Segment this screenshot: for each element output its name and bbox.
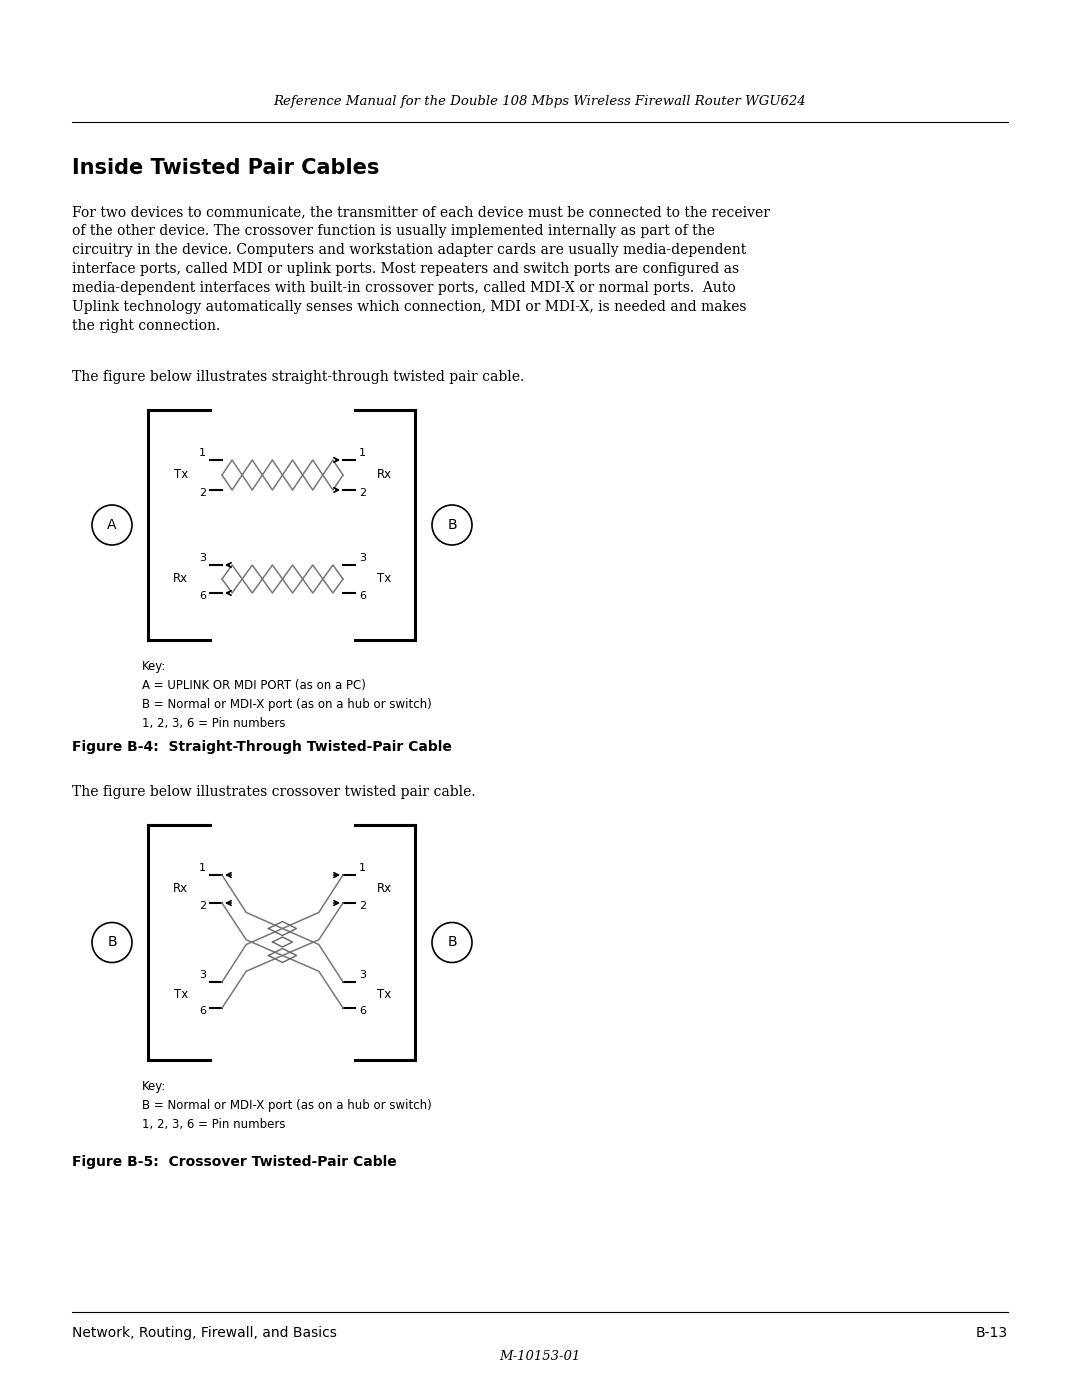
Text: 1: 1: [199, 863, 206, 873]
Text: B: B: [107, 936, 117, 950]
Text: 3: 3: [359, 553, 366, 563]
Text: 2: 2: [359, 901, 366, 911]
Text: Key:
B = Normal or MDI-X port (as on a hub or switch)
1, 2, 3, 6 = Pin numbers: Key: B = Normal or MDI-X port (as on a h…: [141, 1080, 432, 1132]
Text: Tx: Tx: [174, 989, 188, 1002]
Text: Network, Routing, Firewall, and Basics: Network, Routing, Firewall, and Basics: [72, 1326, 337, 1340]
Text: A: A: [107, 518, 117, 532]
Text: Reference Manual for the Double 108 Mbps Wireless Firewall Router WGU624: Reference Manual for the Double 108 Mbps…: [273, 95, 807, 108]
Text: For two devices to communicate, the transmitter of each device must be connected: For two devices to communicate, the tran…: [72, 205, 770, 219]
Text: 2: 2: [199, 901, 206, 911]
Text: 6: 6: [359, 1006, 366, 1016]
Text: Tx: Tx: [174, 468, 188, 482]
Text: Rx: Rx: [173, 573, 188, 585]
Text: Tx: Tx: [377, 573, 391, 585]
Text: 3: 3: [199, 970, 206, 981]
Text: B: B: [447, 936, 457, 950]
Text: B: B: [447, 518, 457, 532]
Text: Key:
A = UPLINK OR MDI PORT (as on a PC)
B = Normal or MDI-X port (as on a hub o: Key: A = UPLINK OR MDI PORT (as on a PC)…: [141, 659, 432, 731]
Text: 3: 3: [359, 970, 366, 981]
Text: Uplink technology automatically senses which connection, MDI or MDI-X, is needed: Uplink technology automatically senses w…: [72, 300, 746, 314]
Text: M-10153-01: M-10153-01: [499, 1350, 581, 1363]
Text: 6: 6: [199, 1006, 206, 1016]
Text: The figure below illustrates crossover twisted pair cable.: The figure below illustrates crossover t…: [72, 785, 475, 799]
Text: The figure below illustrates straight-through twisted pair cable.: The figure below illustrates straight-th…: [72, 370, 524, 384]
Text: 6: 6: [359, 591, 366, 601]
Text: Rx: Rx: [173, 883, 188, 895]
Text: 2: 2: [359, 488, 366, 497]
Text: media-dependent interfaces with built-in crossover ports, called MDI-X or normal: media-dependent interfaces with built-in…: [72, 281, 735, 295]
Text: 1: 1: [359, 863, 366, 873]
Text: 6: 6: [199, 591, 206, 601]
Text: Tx: Tx: [377, 989, 391, 1002]
Text: Inside Twisted Pair Cables: Inside Twisted Pair Cables: [72, 158, 379, 177]
Text: 1: 1: [359, 448, 366, 458]
Text: the right connection.: the right connection.: [72, 319, 220, 332]
Text: Figure B-4:  Straight-Through Twisted-Pair Cable: Figure B-4: Straight-Through Twisted-Pai…: [72, 740, 451, 754]
Text: circuitry in the device. Computers and workstation adapter cards are usually med: circuitry in the device. Computers and w…: [72, 243, 746, 257]
Text: 3: 3: [199, 553, 206, 563]
Text: B-13: B-13: [976, 1326, 1008, 1340]
Text: 1: 1: [199, 448, 206, 458]
Text: Figure B-5:  Crossover Twisted-Pair Cable: Figure B-5: Crossover Twisted-Pair Cable: [72, 1155, 396, 1169]
Text: Rx: Rx: [377, 468, 392, 482]
Text: Rx: Rx: [377, 883, 392, 895]
Text: interface ports, called MDI or uplink ports. Most repeaters and switch ports are: interface ports, called MDI or uplink po…: [72, 263, 739, 277]
Text: of the other device. The crossover function is usually implemented internally as: of the other device. The crossover funct…: [72, 224, 715, 237]
Text: 2: 2: [199, 488, 206, 497]
